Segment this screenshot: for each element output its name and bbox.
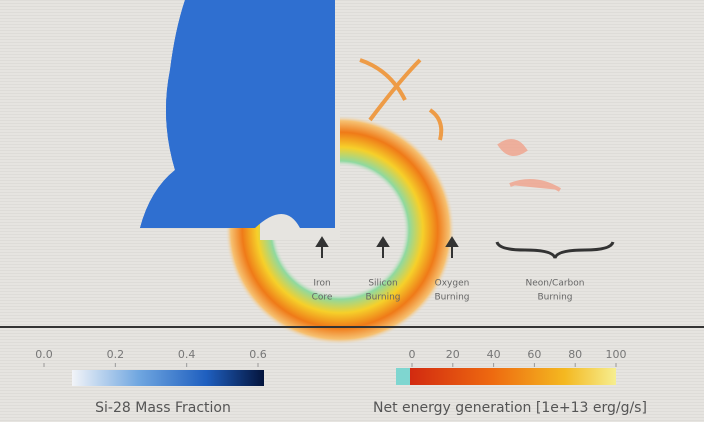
annotation-label: Burning [365,293,400,303]
colorbar-tick-label: 0.0 [35,348,53,361]
colorbar-tick-label: 40 [487,348,501,361]
colorbar-si28 [72,370,264,386]
annotation-label: Burning [434,293,469,303]
colorbar-tick-label: 0 [409,348,416,361]
colorbar-label: Net energy generation [1e+13 erg/g/s] [373,400,647,416]
annotation-label: Iron [313,279,330,289]
colorbar-tick-label: 80 [568,348,582,361]
arrows [315,236,615,259]
colorbar-tick-label: 0.2 [107,348,125,361]
colorbar-tick-label: 100 [606,348,627,361]
colorbar-tick-label: 0.6 [249,348,267,361]
colorbar-energy [410,368,616,385]
simulation-image [140,0,562,345]
annotation-label: Neon/Carbon [526,279,585,289]
annotation-label: Oxygen [435,279,470,289]
colorbar-tick-label: 60 [527,348,541,361]
annotation-label: Silicon [368,279,397,289]
colorbar-tick-label: 0.4 [178,348,196,361]
colorbar-tick-label: 20 [446,348,460,361]
colorbar-label: Si-28 Mass Fraction [95,400,231,416]
colorbar-negative [396,368,410,385]
annotation-label: Core [312,293,333,303]
annotation-label: Burning [537,293,572,303]
